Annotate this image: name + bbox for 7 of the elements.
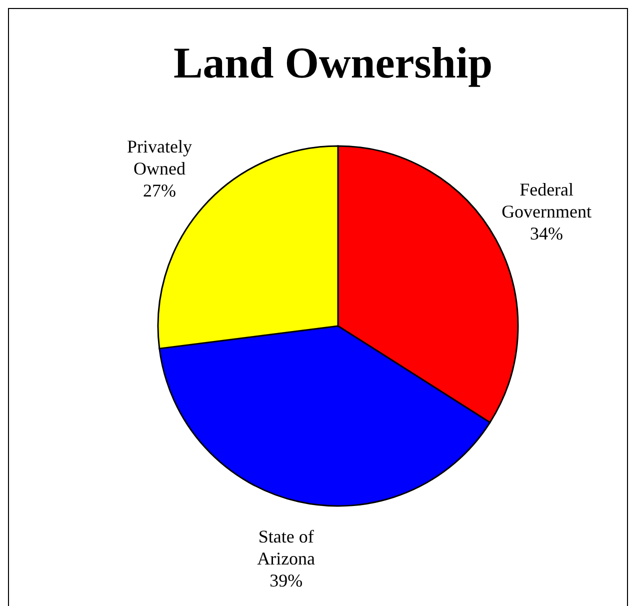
slice-label: Federal Government — [502, 179, 592, 222]
data-label: 27% — [142, 180, 176, 201]
data-label: 34% — [530, 223, 564, 244]
chart-title: Land Ownership — [173, 38, 493, 88]
slice-label: State of Arizona — [257, 526, 316, 568]
data-label: 39% — [270, 570, 303, 590]
slice-label: Privately Owned — [126, 136, 192, 179]
